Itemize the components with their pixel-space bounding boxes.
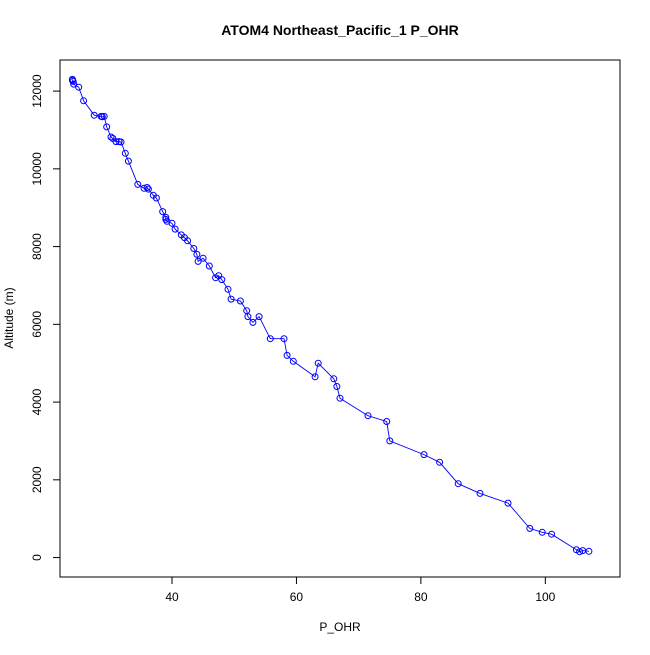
x-axis-label: P_OHR [319, 620, 361, 634]
data-point [454, 480, 462, 488]
data-point [103, 123, 111, 131]
x-tick-label: 80 [414, 590, 428, 604]
series-layer [68, 75, 593, 556]
x-tick-label: 60 [290, 590, 304, 604]
data-point [162, 213, 170, 221]
data-point [218, 276, 226, 284]
data-point [538, 528, 546, 536]
data-point [193, 250, 201, 258]
data-point [383, 418, 391, 425]
data-point [134, 180, 142, 188]
plot-area-frame [59, 59, 621, 578]
data-point [236, 297, 244, 305]
data-point [144, 185, 152, 193]
data-point [476, 489, 484, 497]
data-point [124, 157, 132, 165]
data-point [190, 245, 198, 252]
data-point [330, 375, 338, 383]
x-axis: 40 60 80 100 [165, 577, 556, 604]
x-tick-label: 40 [165, 590, 179, 604]
data-point [289, 357, 297, 365]
data-point [249, 318, 257, 326]
data-point [68, 76, 76, 84]
data-point [171, 225, 179, 233]
data-point [283, 351, 291, 359]
data-point [107, 133, 115, 141]
y-axis: 0 2000 4000 6000 8000 10000 12000 [30, 74, 60, 561]
data-point [227, 295, 235, 303]
y-tick-label: 10000 [30, 152, 44, 186]
data-point [184, 237, 192, 245]
data-point [69, 77, 77, 85]
chart-title: ATOM4 Northeast_Pacific_1 P_OHR [221, 22, 459, 38]
data-point [311, 373, 319, 381]
y-tick-label: 8000 [30, 233, 44, 260]
data-point [314, 359, 322, 367]
data-point [143, 184, 151, 191]
data-point [168, 219, 176, 227]
data-point [280, 335, 288, 343]
y-axis-label: Altitude (m) [2, 287, 16, 348]
y-tick-label: 2000 [30, 466, 44, 493]
y-tick-label: 4000 [30, 388, 44, 415]
data-point [199, 254, 207, 262]
data-point [121, 149, 129, 157]
data-point [224, 285, 232, 293]
data-point [266, 335, 274, 343]
y-tick-label: 6000 [30, 311, 44, 338]
data-point [152, 194, 160, 202]
data-point [159, 208, 167, 216]
data-point [386, 437, 394, 445]
data-point [364, 412, 372, 420]
data-point [117, 138, 125, 146]
data-point [112, 138, 120, 146]
data-point [140, 184, 148, 192]
data-point [194, 257, 202, 265]
data-point [333, 383, 341, 390]
data-point [548, 530, 556, 538]
x-tick-label: 100 [535, 590, 555, 604]
data-point [576, 548, 584, 556]
y-tick-label: 0 [30, 554, 44, 561]
data-point [80, 97, 88, 105]
data-point [526, 524, 534, 532]
data-point [75, 83, 83, 91]
data-point [336, 394, 344, 402]
data-point [585, 547, 593, 555]
data-point [255, 313, 263, 321]
data-point [90, 111, 98, 119]
data-point [504, 499, 512, 507]
data-point [205, 262, 213, 270]
data-point [420, 451, 428, 459]
series-line [71, 79, 589, 553]
data-point [436, 458, 444, 466]
y-tick-label: 12000 [30, 74, 44, 108]
data-point [244, 313, 252, 321]
data-point [70, 80, 78, 88]
data-point [162, 215, 170, 223]
data-point [100, 112, 108, 120]
